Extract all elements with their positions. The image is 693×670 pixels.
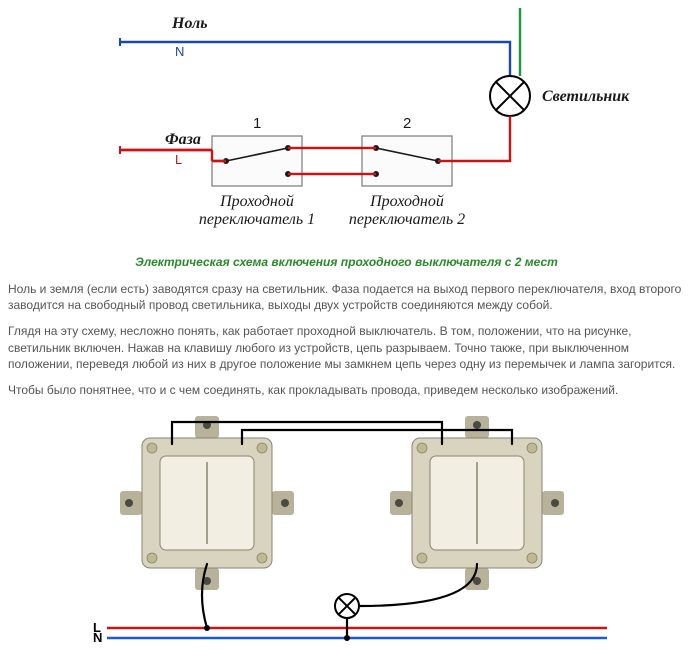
svg-text:2: 2	[403, 115, 411, 132]
diagram-caption: Электрическая схема включения проходного…	[8, 255, 685, 269]
svg-text:Проходной: Проходной	[369, 193, 444, 210]
svg-text:Ноль: Ноль	[171, 15, 208, 32]
svg-text:N: N	[93, 630, 102, 645]
svg-text:переключатель 2: переключатель 2	[348, 211, 464, 228]
wiring-svg-2: LN	[47, 408, 647, 648]
schematic-svg-1: НольNСветильникФазаL12Проходнойпереключа…	[62, 8, 632, 243]
wiring-photo-diagram-2: LN	[8, 408, 685, 648]
svg-text:N: N	[175, 44, 184, 59]
article-paragraph: Ноль и земля (если есть) заводятся сразу…	[8, 281, 685, 313]
schematic-diagram-1: НольNСветильникФазаL12Проходнойпереключа…	[8, 8, 685, 243]
article-body: Ноль и земля (если есть) заводятся сразу…	[8, 281, 685, 398]
svg-text:переключатель 1: переключатель 1	[198, 211, 314, 228]
svg-text:1: 1	[253, 115, 261, 132]
svg-text:Светильник: Светильник	[542, 88, 630, 105]
article-paragraph: Глядя на эту схему, несложно понять, как…	[8, 323, 685, 372]
svg-text:Фаза: Фаза	[165, 131, 201, 148]
svg-text:Проходной: Проходной	[219, 193, 294, 210]
svg-text:L: L	[175, 152, 182, 167]
article-paragraph: Чтобы было понятнее, что и с чем соединя…	[8, 382, 685, 398]
